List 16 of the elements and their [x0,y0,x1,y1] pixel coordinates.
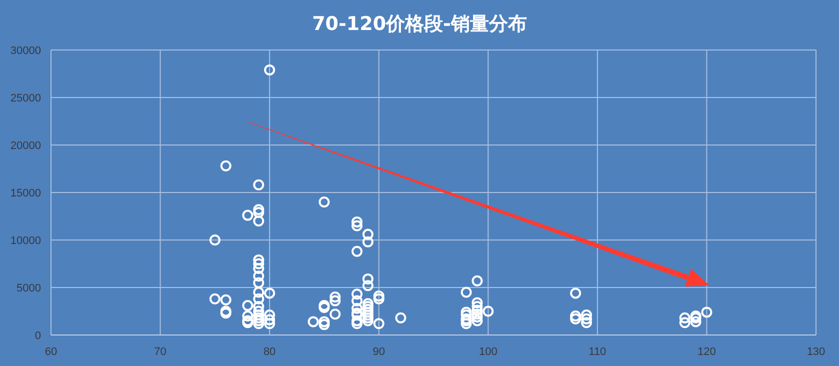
y-tick-label: 5000 [16,282,41,294]
x-tick-label: 80 [263,346,276,358]
y-tick-label: 25000 [10,92,41,104]
x-tick-label: 100 [478,346,498,358]
y-tick-label: 20000 [10,140,41,152]
x-tick-label: 70 [154,346,166,358]
x-tick-label: 110 [588,346,606,358]
y-tick-label: 10000 [10,235,41,247]
chart-title: 70-120价格段-销量分布 [312,13,527,35]
x-tick-label: 120 [698,346,716,358]
x-tick-label: 90 [372,346,385,358]
y-tick-label: 0 [34,330,41,342]
y-tick-label: 15000 [10,188,41,200]
y-tick-label: 30000 [10,45,41,57]
x-tick-label: 130 [806,346,826,358]
x-tick-label: 60 [44,346,58,358]
